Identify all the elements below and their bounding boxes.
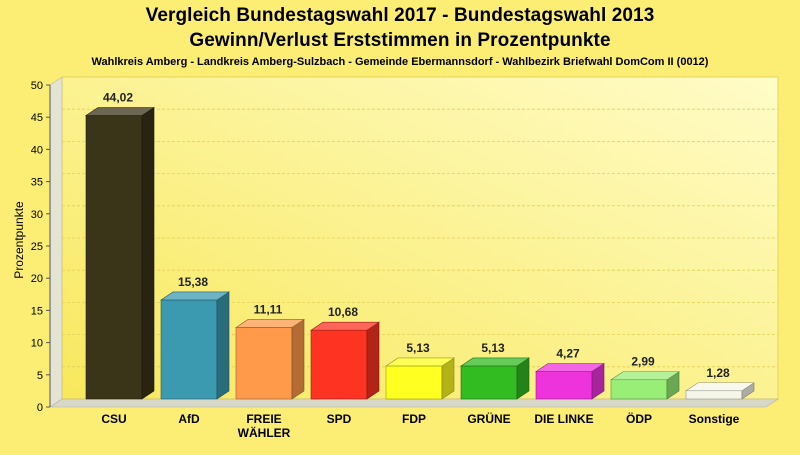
- bar[interactable]: [235, 318, 305, 400]
- x-category-label: SPD: [327, 412, 352, 426]
- x-category-label: GRÜNE: [467, 411, 510, 426]
- bar-top-face: [235, 319, 305, 328]
- y-tick-label: 20: [31, 273, 43, 285]
- bar-front-face: [235, 327, 293, 400]
- bar-side-face: [291, 318, 305, 400]
- bar-side-face: [366, 321, 380, 400]
- chart-title-second-line: Gewinn/Verlust Erststimmen in Prozentpun…: [189, 30, 611, 51]
- x-category-label: AfD: [178, 412, 200, 426]
- bar-value-label: 5,13: [406, 341, 430, 355]
- bar-value-label: 10,68: [328, 305, 358, 319]
- bar-top-face: [160, 291, 230, 301]
- x-category-label: WÄHLER: [238, 425, 291, 440]
- y-tick-label: 5: [37, 370, 43, 382]
- y-tick-label: 25: [31, 241, 43, 253]
- bar[interactable]: [385, 357, 455, 400]
- bar[interactable]: [685, 382, 755, 400]
- bar[interactable]: [85, 106, 155, 400]
- x-category-label: DIE LINKE: [534, 412, 593, 426]
- bar-top-face: [460, 357, 530, 367]
- plot-floor: [49, 398, 779, 408]
- bar-value-label: 15,38: [178, 275, 208, 289]
- bar-top-face: [610, 371, 680, 381]
- y-tick-label: 30: [31, 209, 43, 221]
- bar-top-face: [85, 107, 155, 116]
- x-category-label: FREIE: [246, 412, 281, 426]
- y-tick-label: 35: [31, 177, 43, 189]
- bar-front-face: [310, 329, 368, 400]
- bar-top-face: [685, 382, 755, 392]
- y-tick-label: 0: [37, 402, 43, 414]
- plot-side-wall: [49, 76, 63, 408]
- bar-top-face: [310, 321, 380, 331]
- y-tick-label: 45: [31, 112, 43, 124]
- y-axis-label: Prozentpunkte: [12, 201, 26, 279]
- y-tick-label: 15: [31, 305, 43, 317]
- bar[interactable]: [160, 291, 230, 400]
- bar-side-face: [141, 106, 155, 400]
- bar-value-label: 44,02: [103, 91, 133, 105]
- bar-front-face: [610, 379, 668, 400]
- y-tick-label: 10: [31, 338, 43, 350]
- bar-front-face: [535, 371, 593, 400]
- bar[interactable]: [535, 362, 605, 400]
- chart-title: Vergleich Bundestagswahl 2017 - Bundesta…: [145, 5, 655, 26]
- bar-value-label: 1,28: [706, 366, 730, 380]
- y-tick-label: 40: [31, 144, 43, 156]
- bar-front-face: [460, 365, 518, 400]
- y-tick-label: 50: [31, 80, 43, 92]
- x-category-label: FDP: [402, 412, 426, 426]
- bar[interactable]: [610, 371, 680, 400]
- bar-front-face: [160, 299, 218, 400]
- chart-subtitle: Wahlkreis Amberg - Landkreis Amberg-Sulz…: [91, 56, 709, 68]
- chart-title-block: Vergleich Bundestagswahl 2017 - Bundesta…: [0, 0, 800, 68]
- bar-value-label: 11,11: [254, 302, 283, 316]
- x-category-label: ÖDP: [626, 411, 652, 426]
- bar-front-face: [85, 115, 143, 400]
- bar-top-face: [535, 363, 605, 372]
- x-category-label: CSU: [101, 412, 126, 426]
- x-category-label: Sonstige: [689, 412, 740, 426]
- bar-value-label: 2,99: [631, 355, 655, 369]
- bar-side-face: [216, 291, 230, 400]
- bar[interactable]: [310, 321, 380, 400]
- bar[interactable]: [460, 357, 530, 400]
- bar-top-face: [385, 357, 455, 367]
- bar-value-label: 4,27: [556, 347, 580, 361]
- bar-front-face: [385, 365, 443, 400]
- bar-front-face: [685, 390, 743, 400]
- bar-value-label: 5,13: [481, 341, 505, 355]
